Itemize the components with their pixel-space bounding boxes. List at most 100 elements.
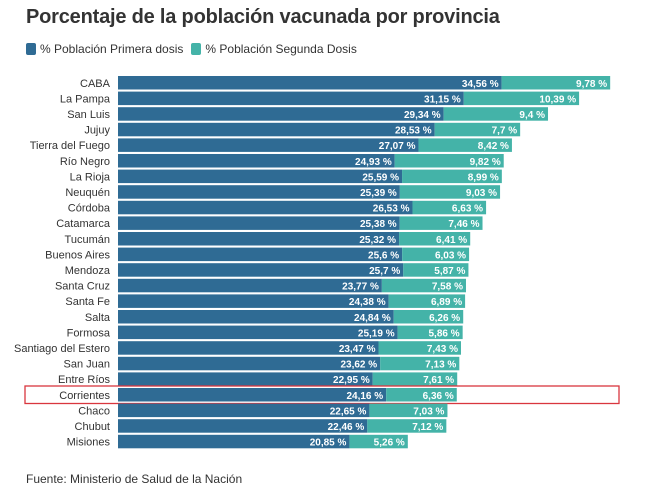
data-label-second-dose: 5,87 % (434, 266, 465, 277)
data-label-first-dose: 22,95 % (333, 375, 370, 386)
data-label-first-dose: 25,59 % (362, 172, 399, 183)
bar-second-dose (386, 388, 457, 402)
highlight-frame (24, 385, 620, 405)
data-label-first-dose: 24,38 % (349, 297, 386, 308)
legend-swatch-second-dose (191, 43, 202, 55)
bar-first-dose (118, 185, 400, 199)
data-label-first-dose: 24,84 % (354, 313, 391, 324)
data-label-first-dose: 25,32 % (359, 235, 396, 246)
bar-first-dose (118, 91, 464, 106)
data-label-first-dose: 27,07 % (379, 141, 416, 152)
bar-second-dose (403, 263, 469, 277)
legend: % Población Primera dosis % Población Se… (26, 42, 365, 56)
data-label-second-dose: 7,03 % (413, 406, 444, 417)
category-label: Tierra del Fuego (30, 140, 110, 152)
category-label: Buenos Aires (45, 249, 110, 261)
category-label: Neuquén (65, 187, 110, 199)
bar-first-dose (118, 341, 379, 355)
data-label-first-dose: 23,77 % (342, 282, 379, 293)
data-label-first-dose: 31,15 % (424, 94, 461, 105)
data-label-first-dose: 20,85 % (310, 438, 347, 449)
bar-second-dose (367, 419, 447, 433)
bar-first-dose (118, 310, 394, 324)
category-label: Jujuy (84, 125, 110, 137)
data-label-second-dose: 9,03 % (466, 188, 497, 199)
data-label-second-dose: 6,89 % (431, 297, 462, 308)
bar-second-dose (434, 122, 521, 137)
category-label: Salta (85, 312, 111, 324)
data-label-second-dose: 7,46 % (448, 219, 479, 230)
data-label-first-dose: 25,39 % (360, 188, 397, 199)
bar-second-dose (501, 76, 611, 90)
category-label: Santa Fe (65, 296, 110, 308)
chart-title: Porcentaje de la población vacunada por … (26, 6, 500, 28)
data-label-second-dose: 7,58 % (432, 282, 463, 293)
bar-first-dose (118, 434, 350, 449)
data-label-first-dose: 25,7 % (369, 266, 400, 277)
category-label: Mendoza (65, 265, 111, 277)
data-label-second-dose: 7,13 % (425, 360, 456, 371)
bar-second-dose (412, 200, 487, 215)
data-label-first-dose: 29,34 % (404, 110, 441, 121)
data-label-first-dose: 24,16 % (346, 391, 383, 402)
bar-second-dose (369, 403, 448, 418)
bar-first-dose (118, 154, 395, 168)
category-label: Chaco (78, 405, 110, 417)
category-label: Misiones (67, 437, 111, 449)
data-label-first-dose: 24,93 % (355, 157, 392, 168)
data-label-second-dose: 6,63 % (452, 204, 483, 215)
data-label-first-dose: 25,19 % (358, 328, 395, 339)
bar-second-dose (402, 169, 502, 184)
category-label: CABA (80, 78, 111, 90)
bar-second-dose (397, 325, 463, 340)
bar-second-dose (418, 138, 512, 152)
bar-first-dose (118, 325, 398, 340)
data-label-second-dose: 9,78 % (576, 79, 607, 90)
data-label-second-dose: 8,99 % (468, 172, 499, 183)
data-label-second-dose: 5,86 % (429, 328, 460, 339)
data-label-second-dose: 7,43 % (427, 344, 458, 355)
category-label: Entre Ríos (58, 374, 110, 386)
bar-second-dose (402, 247, 470, 262)
data-label-first-dose: 34,56 % (462, 79, 499, 90)
category-label: Corrientes (59, 390, 110, 402)
bar-second-dose (394, 154, 504, 168)
bar-first-dose (118, 232, 400, 246)
data-label-first-dose: 26,53 % (373, 204, 410, 215)
bar-first-dose (118, 294, 389, 308)
data-label-first-dose: 25,6 % (368, 250, 399, 261)
category-label: San Luis (67, 109, 110, 121)
category-label: San Juan (64, 359, 110, 371)
category-label: Río Negro (60, 156, 110, 168)
bar-second-dose (463, 91, 580, 106)
bar-first-dose (118, 372, 373, 386)
data-label-second-dose: 10,39 % (539, 94, 576, 105)
legend-item-first-dose: % Población Primera dosis (26, 42, 183, 56)
bar-second-dose (381, 278, 466, 293)
legend-item-second-dose: % Población Segunda Dosis (191, 42, 357, 56)
data-label-first-dose: 22,46 % (328, 422, 365, 433)
bar-second-dose (399, 232, 471, 246)
legend-label-first-dose: % Población Primera dosis (40, 42, 184, 56)
source-note: Fuente: Ministerio de Salud de la Nación (26, 472, 243, 486)
bar-second-dose (372, 372, 458, 386)
data-label-second-dose: 7,61 % (423, 375, 454, 386)
bar-second-dose (380, 356, 460, 371)
bar-first-dose (118, 122, 435, 137)
category-label: Córdoba (68, 203, 111, 215)
bar-first-dose (118, 138, 419, 152)
data-label-second-dose: 7,7 % (492, 126, 518, 137)
data-label-second-dose: 5,26 % (374, 438, 405, 449)
data-label-first-dose: 23,62 % (340, 360, 377, 371)
category-label: Formosa (67, 327, 111, 339)
category-label: Santa Cruz (55, 281, 110, 293)
data-label-second-dose: 6,41 % (436, 235, 467, 246)
bar-first-dose (118, 76, 502, 90)
bar-first-dose (118, 107, 444, 121)
bar-second-dose (378, 341, 461, 355)
category-label: Tucumán (65, 234, 110, 246)
data-label-first-dose: 22,65 % (330, 406, 367, 417)
category-label: Catamarca (56, 218, 111, 230)
bar-first-dose (118, 200, 413, 215)
category-label: Santiago del Estero (14, 343, 110, 355)
